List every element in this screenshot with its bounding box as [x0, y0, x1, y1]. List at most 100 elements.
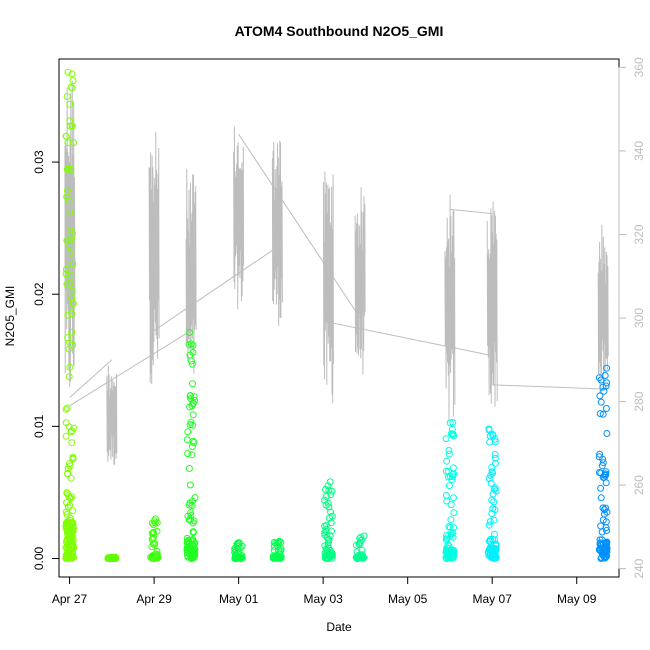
data-point [190, 439, 198, 446]
data-point [487, 479, 495, 487]
y2-tick-label: 280 [632, 391, 646, 411]
data-point [492, 541, 500, 549]
data-point [69, 543, 77, 551]
data-point [597, 484, 605, 492]
data-point [151, 519, 159, 527]
y-tick-label: 0.03 [32, 150, 46, 174]
data-point [356, 538, 364, 546]
data-point [449, 418, 457, 426]
data-point [325, 536, 333, 544]
data-point [64, 139, 72, 147]
data-point [491, 454, 499, 462]
data-point [190, 393, 198, 401]
data-point [63, 93, 71, 100]
data-point [68, 229, 76, 237]
series-line-connector [238, 133, 361, 319]
data-point [68, 439, 76, 447]
data-point [188, 360, 196, 368]
data-point [67, 474, 75, 482]
data-point [63, 526, 71, 534]
data-point [275, 538, 283, 546]
data-point [233, 554, 241, 562]
data-point [327, 508, 335, 516]
data-point [188, 502, 196, 509]
data-point [66, 208, 74, 216]
data-point [189, 400, 197, 408]
data-point [68, 287, 76, 295]
data-point [596, 392, 604, 400]
data-point [442, 491, 450, 499]
data-point [443, 457, 451, 465]
data-point [445, 523, 453, 531]
series-line-connector [153, 246, 278, 331]
data-point [492, 487, 500, 495]
series-line-burst [486, 201, 498, 407]
data-point [70, 424, 78, 432]
data-point [64, 334, 72, 342]
series-line-burst [233, 126, 245, 310]
right-axis-series [64, 80, 609, 465]
data-point [599, 504, 607, 512]
data-point [443, 547, 451, 555]
data-point [328, 487, 336, 495]
data-point [450, 549, 458, 557]
data-point [184, 546, 192, 554]
data-point [150, 554, 158, 562]
data-point [149, 540, 157, 548]
data-point [188, 443, 196, 451]
data-point [595, 453, 603, 461]
data-point [68, 70, 76, 78]
data-point [491, 435, 499, 443]
data-point [492, 459, 499, 467]
data-point [447, 430, 455, 438]
data-point [323, 554, 331, 562]
x-tick-label: May 09 [557, 592, 597, 606]
data-point [486, 518, 494, 526]
data-point [443, 532, 450, 539]
data-point [63, 165, 71, 173]
data-point [186, 329, 194, 336]
data-point [62, 132, 70, 140]
data-point [65, 373, 73, 381]
x-tick-label: Apr 29 [136, 592, 172, 606]
data-point [190, 540, 198, 547]
data-point [153, 527, 161, 535]
data-point [187, 512, 195, 519]
x-tick-label: May 01 [219, 592, 259, 606]
scatter-points [62, 68, 611, 562]
data-point [64, 536, 71, 544]
series-line-burst [322, 171, 334, 404]
data-point [445, 450, 453, 458]
data-point [66, 237, 74, 245]
data-point [189, 349, 197, 356]
data-point [189, 519, 197, 527]
data-point [63, 529, 71, 537]
data-point [104, 554, 112, 562]
data-point [357, 536, 365, 544]
data-point [64, 470, 72, 478]
data-point [62, 544, 70, 552]
data-point [231, 545, 239, 553]
x-axis-label: Date [326, 620, 352, 634]
data-point [447, 516, 455, 524]
data-point [69, 454, 77, 462]
data-point [445, 447, 453, 454]
series-line-burst [148, 131, 160, 385]
data-point [327, 519, 335, 527]
data-point [62, 270, 70, 278]
data-point [62, 508, 70, 516]
data-point [489, 432, 497, 439]
plot-area-frame [58, 58, 620, 578]
data-point [487, 535, 494, 543]
data-point [189, 421, 197, 429]
data-point [488, 510, 496, 517]
data-point [68, 294, 76, 302]
data-point [322, 486, 329, 493]
data-point [603, 544, 611, 552]
data-point [357, 533, 365, 541]
data-point [597, 376, 605, 384]
y2-tick-label: 340 [632, 141, 646, 161]
data-point [491, 530, 498, 538]
data-point [321, 531, 329, 539]
data-point [189, 380, 196, 388]
